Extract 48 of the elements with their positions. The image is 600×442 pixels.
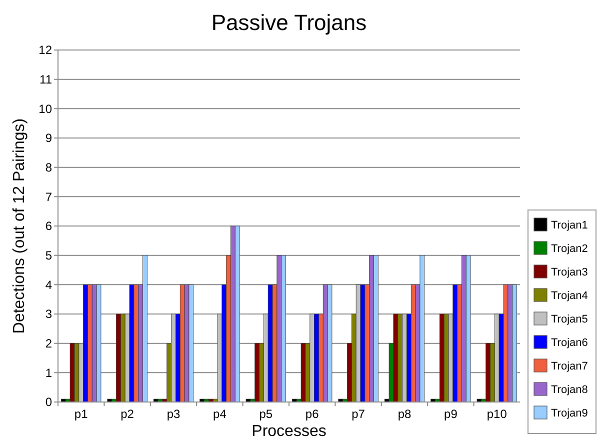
bar xyxy=(96,284,102,402)
y-tick-label: 8 xyxy=(45,160,52,175)
y-tick-label: 3 xyxy=(45,307,52,322)
x-tick-label: p5 xyxy=(259,407,273,421)
legend-label: Trojan9 xyxy=(551,407,588,420)
y-tick-label: 9 xyxy=(45,131,52,146)
legend-label: Trojan3 xyxy=(551,266,588,278)
x-tick-label: p8 xyxy=(398,407,412,421)
y-tick-label: 7 xyxy=(45,190,52,204)
bar xyxy=(466,255,471,402)
legend-label: Trojan5 xyxy=(551,313,588,326)
bar xyxy=(503,284,508,402)
legend-label: Trojan1 xyxy=(551,219,588,232)
x-tick-label: p1 xyxy=(74,407,88,421)
y-tick-label: 0 xyxy=(45,395,52,410)
bar xyxy=(184,284,190,402)
bar xyxy=(234,226,240,402)
x-tick-label: p4 xyxy=(213,407,227,421)
x-tick-label: p3 xyxy=(166,407,180,421)
y-tick-label: 1 xyxy=(45,366,52,380)
y-tick-label: 5 xyxy=(45,248,52,263)
legend-label: Trojan2 xyxy=(551,242,588,255)
legend-label: Trojan7 xyxy=(551,360,588,372)
bar xyxy=(327,284,332,402)
bar xyxy=(120,314,126,402)
y-tick-label: 10 xyxy=(38,102,52,116)
legend-label: Trojan4 xyxy=(551,290,588,302)
y-tick-label: 2 xyxy=(45,336,52,351)
x-tick-label: p2 xyxy=(120,407,134,421)
y-tick-label: 12 xyxy=(38,43,52,58)
x-tick-label: p10 xyxy=(486,407,508,421)
x-tick-label: p6 xyxy=(305,407,320,421)
bar xyxy=(439,314,444,402)
x-axis-title: Processes xyxy=(252,423,326,440)
y-tick-label: 11 xyxy=(40,72,52,87)
bar xyxy=(494,314,500,402)
y-tick-label: 4 xyxy=(45,278,52,292)
legend-label: Trojan8 xyxy=(551,384,588,396)
legend-label: Trojan6 xyxy=(551,336,588,349)
bar xyxy=(360,284,366,402)
x-tick-label: p9 xyxy=(444,407,458,421)
chart-title: Passive Trojans xyxy=(211,10,367,35)
bar xyxy=(300,343,306,402)
y-axis-title: Detections (out of 12 Pairings) xyxy=(11,118,28,334)
y-tick-label: 6 xyxy=(45,219,52,234)
x-tick-label: p7 xyxy=(352,407,366,421)
bar xyxy=(70,343,75,402)
bar xyxy=(129,284,134,402)
